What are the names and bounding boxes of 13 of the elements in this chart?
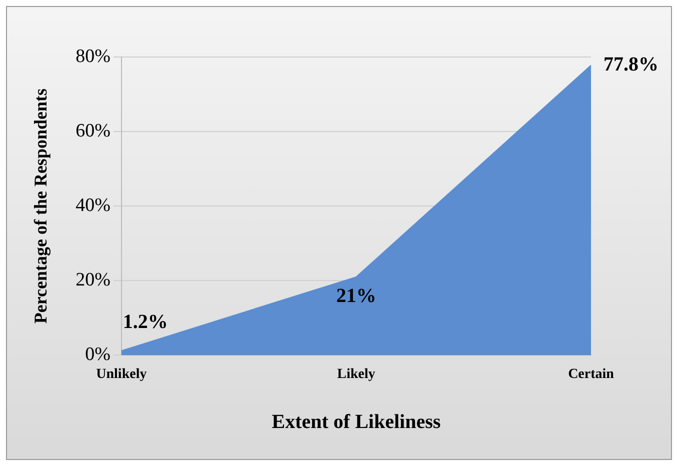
y-tick-label: 40% [76, 195, 111, 216]
x-tick-label: Unlikely [96, 367, 147, 382]
x-axis-title: Extent of Likeliness [272, 411, 441, 434]
data-label: 21% [336, 285, 376, 308]
x-tick-label: Certain [568, 367, 614, 382]
y-axis-title: Percentage of the Respondents [30, 88, 50, 324]
y-tick-label: 60% [76, 120, 111, 142]
y-tick-label: 80% [76, 46, 111, 67]
x-tick-label: Likely [337, 367, 376, 382]
data-label: 1.2% [122, 310, 168, 333]
y-tick-label: 20% [76, 270, 111, 291]
data-label: 77.8% [604, 53, 658, 76]
y-tick-label: 0% [85, 344, 111, 366]
